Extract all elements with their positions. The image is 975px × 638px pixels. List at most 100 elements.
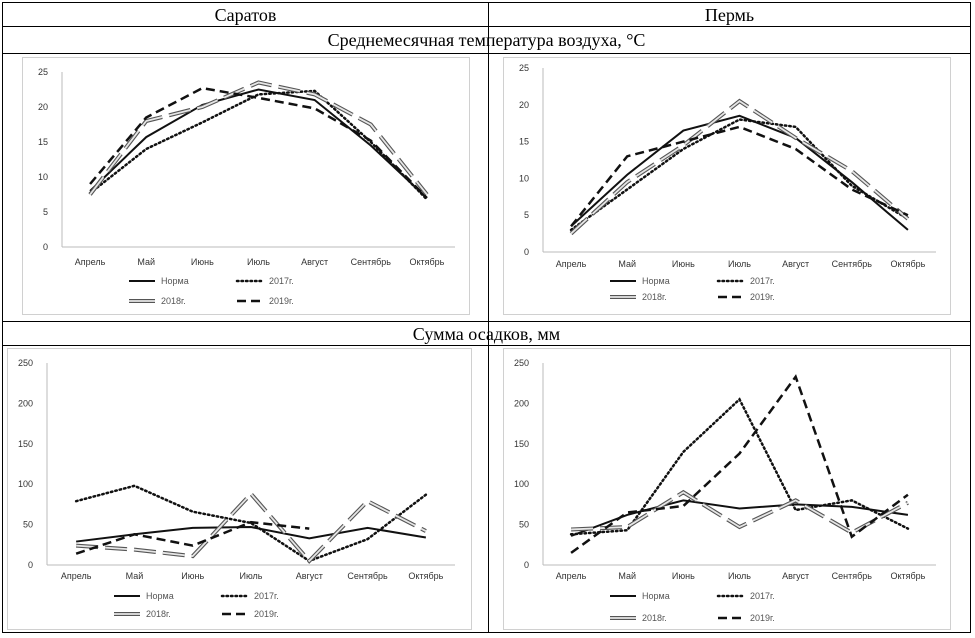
y-tick-label: 250 (18, 358, 33, 368)
y-tick-label: 200 (514, 398, 529, 408)
y-tick-label: 0 (524, 560, 529, 570)
legend-label-y2019: 2019г. (254, 609, 279, 619)
header-perm: Пермь (704, 5, 755, 25)
chart-svg: 0 50 100 150 200 250 Апрель Май Июнь Июль Август Се… (7, 348, 472, 630)
series-line-norma (89, 88, 428, 199)
x-tick-label: Октябрь (890, 259, 925, 269)
x-tick-label: Апрель (556, 571, 587, 581)
x-tick-label: Сентябрь (351, 257, 392, 267)
chart-saratov-precipitation: 0 50 100 150 200 250 Апрель Май Июнь Июль Август Се… (7, 348, 472, 630)
legend-label-y2018: 2018г. (642, 613, 667, 623)
header-saratov: Саратов (214, 5, 277, 25)
x-tick-label: Октябрь (890, 571, 925, 581)
chart-perm-temperature: 0 5 10 15 20 25 Апрель Май Июнь Июль Август Сентябр… (503, 57, 951, 315)
chart-border (22, 57, 470, 315)
x-tick-label: Апрель (556, 259, 587, 269)
y-tick-label: 0 (28, 560, 33, 570)
legend-label-norma: Норма (146, 591, 174, 601)
x-tick-label: Октябрь (408, 571, 443, 581)
chart-saratov-temperature: 0 5 10 15 20 25 Апрель Май Июнь Июль Август Сентябр… (22, 57, 470, 315)
x-tick-label: Май (126, 571, 144, 581)
series-line-y2019 (570, 125, 909, 228)
series-line-y2019 (75, 520, 310, 555)
series-line-y2018 (571, 491, 909, 534)
y-tick-label: 25 (38, 67, 48, 77)
legend-label-y2017: 2017г. (254, 591, 279, 601)
series-line-y2017 (569, 118, 910, 232)
x-tick-label: Октябрь (409, 257, 444, 267)
legend-label-norma: Норма (161, 276, 189, 286)
x-tick-label: Июль (728, 259, 751, 269)
legend-label-y2017: 2017г. (269, 276, 294, 286)
y-tick-label: 25 (519, 63, 529, 73)
column-divider (488, 3, 489, 632)
y-tick-label: 5 (524, 210, 529, 220)
y-tick-label: 5 (43, 207, 48, 217)
x-tick-label: Апрель (61, 571, 92, 581)
legend-label-y2018: 2018г. (642, 292, 667, 302)
y-tick-label: 20 (519, 100, 529, 110)
chart-svg: 0 50 100 150 200 250 Апрель Май Июнь Июль Август Се… (503, 348, 951, 630)
legend-label-y2018: 2018г. (146, 609, 171, 619)
chart-svg: 0 5 10 15 20 25 Апрель Май Июнь Июль Август Сентябр… (22, 57, 470, 315)
x-tick-label: Июнь (181, 571, 204, 581)
x-tick-label: Май (618, 571, 636, 581)
y-tick-label: 100 (18, 479, 33, 489)
chart-perm-precipitation: 0 50 100 150 200 250 Апрель Май Июнь Июль Август Се… (503, 348, 951, 630)
row-divider (3, 345, 970, 346)
legend-label-y2017: 2017г. (750, 276, 775, 286)
x-tick-label: Апрель (75, 257, 106, 267)
x-tick-label: Май (137, 257, 155, 267)
y-tick-label: 150 (514, 439, 529, 449)
x-tick-label: Август (782, 571, 809, 581)
x-tick-label: Сентябрь (347, 571, 388, 581)
y-tick-label: 15 (38, 137, 48, 147)
series-line-y2019 (570, 374, 909, 554)
row-divider (3, 53, 970, 54)
y-tick-label: 200 (18, 398, 33, 408)
legend-label-y2017: 2017г. (750, 591, 775, 601)
legend-label-y2019: 2019г. (269, 296, 294, 306)
legend-label-y2018: 2018г. (161, 296, 186, 306)
y-tick-label: 0 (43, 242, 48, 252)
series-line-y2017 (569, 397, 910, 536)
x-tick-label: Август (782, 259, 809, 269)
x-tick-label: Июль (728, 571, 751, 581)
y-tick-label: 10 (519, 173, 529, 183)
legend-label-y2019: 2019г. (750, 292, 775, 302)
x-tick-label: Июнь (672, 571, 695, 581)
legend-label-norma: Норма (642, 276, 670, 286)
x-tick-label: Май (618, 259, 636, 269)
y-tick-label: 0 (524, 247, 529, 257)
section-temperature-title: Среднемесячная температура воздуха, °C (327, 30, 646, 50)
chart-border (503, 57, 951, 315)
legend-label-norma: Норма (642, 591, 670, 601)
chart-svg: 0 5 10 15 20 25 Апрель Май Июнь Июль Август Сентябр… (503, 57, 951, 315)
y-tick-label: 100 (514, 479, 529, 489)
x-tick-label: Июль (247, 257, 270, 267)
x-tick-label: Август (296, 571, 323, 581)
series-line-y2018 (76, 492, 427, 563)
y-tick-label: 10 (38, 172, 48, 182)
chart-border (503, 348, 951, 630)
x-tick-label: Июль (240, 571, 263, 581)
x-tick-label: Июнь (191, 257, 214, 267)
series-line-y2018 (570, 100, 909, 235)
x-tick-label: Сентябрь (832, 571, 873, 581)
y-tick-label: 250 (514, 358, 529, 368)
legend-label-y2019: 2019г. (750, 613, 775, 623)
y-tick-label: 20 (38, 102, 48, 112)
row-divider (3, 321, 970, 322)
chart-border (7, 348, 472, 630)
series-line-y2019 (89, 86, 428, 199)
series-line-norma (570, 499, 909, 537)
row-divider (3, 26, 970, 27)
series-line-y2018 (89, 81, 428, 196)
y-tick-label: 50 (519, 520, 529, 530)
y-tick-label: 150 (18, 439, 33, 449)
x-tick-label: Сентябрь (832, 259, 873, 269)
series-line-norma (570, 114, 909, 231)
section-precipitation-title: Сумма осадков, мм (412, 324, 561, 344)
x-tick-label: Июнь (672, 259, 695, 269)
